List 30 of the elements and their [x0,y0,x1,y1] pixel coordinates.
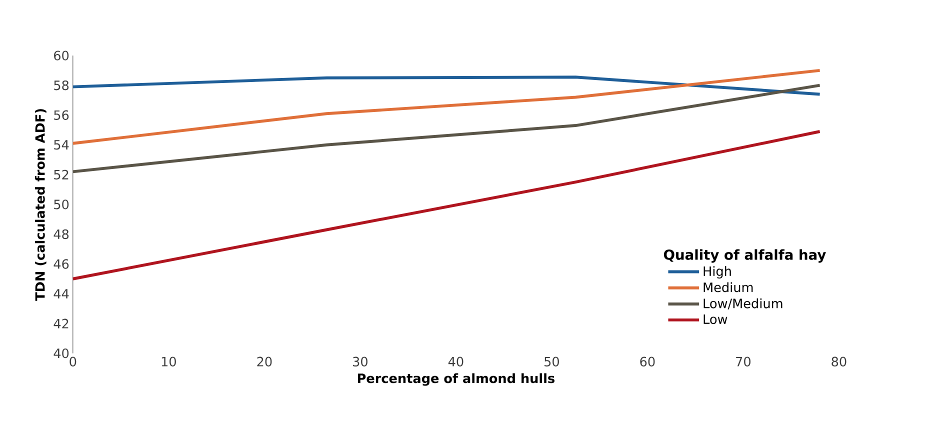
y-tick-label: 48 [54,230,69,240]
x-axis-title: Percentage of almond hulls [358,373,554,386]
x-tick-label: 70 [736,356,750,367]
legend-label: Low/Medium [704,298,782,310]
line-series [71,69,822,146]
y-tick-label: 42 [54,318,68,328]
x-tick-label: 40 [448,356,464,367]
x-tick-label: 30 [353,356,368,367]
x-tick-label: 10 [162,356,176,367]
x-tick-label: 60 [640,356,655,367]
y-tick-label: 52 [54,170,68,180]
y-tick-label: 44 [54,289,69,299]
y-axis-title: TDN (calculated from ADF) [34,109,46,302]
line-series [71,76,822,96]
y-tick-label: 50 [54,200,69,210]
legend-title: Quality of alfalfa hay [664,249,826,263]
y-tick-label: 40 [54,348,69,358]
x-tick-label: 0 [70,356,76,367]
legend-label: Low [704,314,728,324]
y-tick-label: 58 [54,80,69,90]
y-tick-label: 60 [54,50,69,61]
y-tick-label: 46 [54,259,69,270]
x-tick-label: 20 [257,356,272,367]
legend-label: High [704,266,731,279]
line-series [71,84,822,174]
x-tick-label: 50 [544,356,559,367]
y-tick-label: 54 [54,140,69,150]
x-tick-label: 80 [832,356,846,367]
legend-label: Medium [704,282,753,292]
y-tick-label: 56 [54,110,69,120]
